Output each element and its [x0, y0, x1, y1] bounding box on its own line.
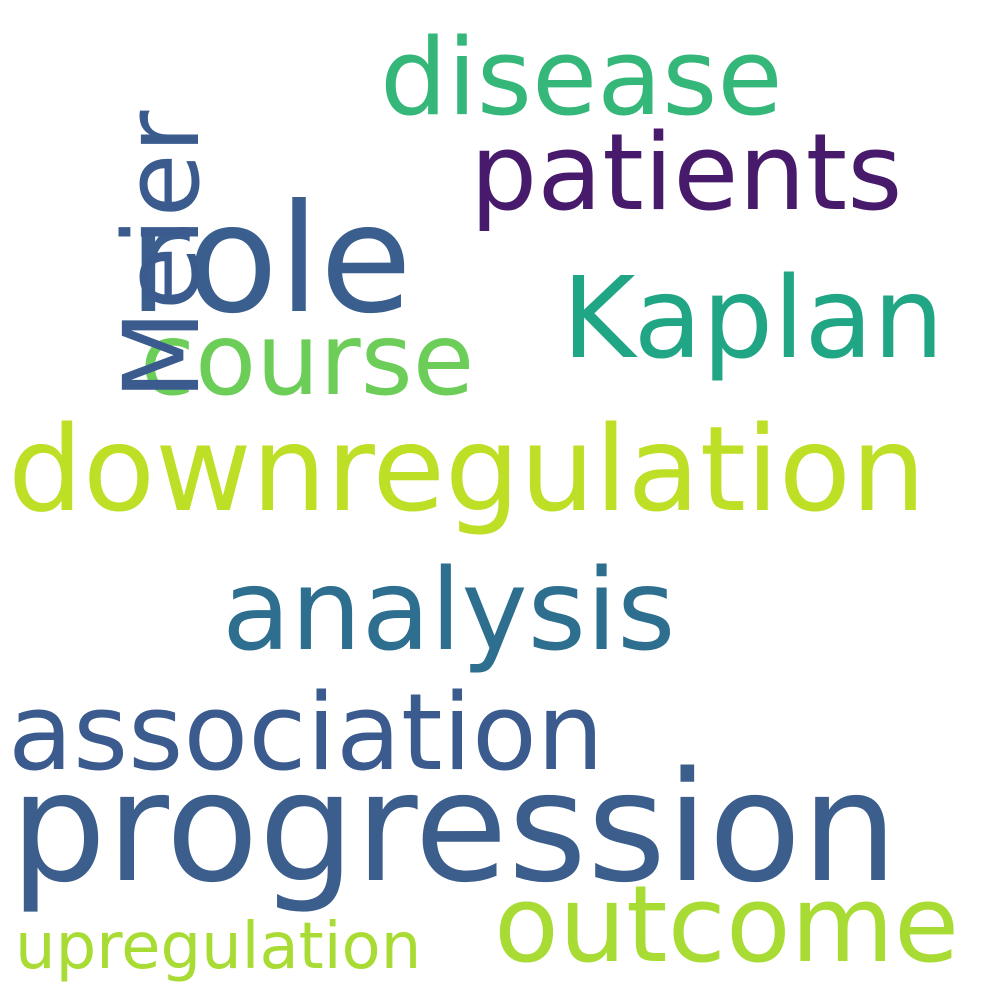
word-role: role [128, 173, 413, 347]
word-outcome: outcome [494, 863, 960, 986]
word-progression: progression [10, 739, 898, 916]
word-upregulation: upregulation [15, 910, 422, 984]
word-patients: patients [470, 111, 903, 234]
word-course: course [140, 301, 475, 418]
word-meier: Meier [101, 110, 223, 400]
word-downregulation: downregulation [8, 400, 926, 538]
word-kaplan: Kaplan [562, 254, 944, 384]
word-analysis: analysis [222, 546, 676, 676]
word-association: association [8, 671, 604, 794]
word-disease: disease [380, 16, 783, 139]
